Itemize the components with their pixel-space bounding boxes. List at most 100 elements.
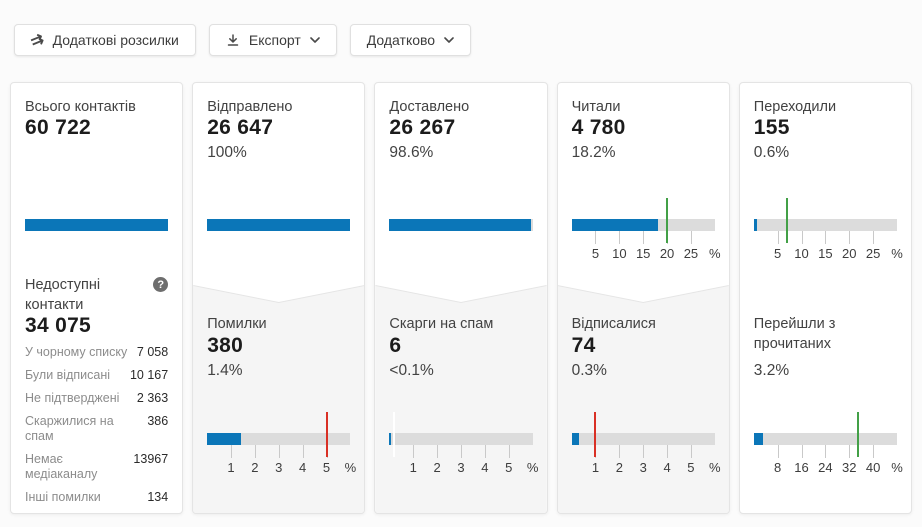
tick-mark	[777, 445, 779, 458]
card-value: 26 267	[389, 116, 456, 139]
bar-track	[207, 219, 351, 231]
bar-fill	[571, 219, 659, 231]
tick-mark	[413, 445, 415, 458]
additional-mailings-label: Додаткові розсилки	[52, 32, 179, 48]
card-sent: Відправлено 26 647 100% Помилки 380 1.4%…	[192, 82, 366, 514]
read-meter: 5 10 15 20 25%	[571, 198, 721, 261]
tick-label: 24	[818, 460, 833, 475]
card-value: 26 647	[207, 116, 274, 139]
list-item-label: Інші помилки	[25, 490, 101, 504]
tick-mark	[849, 445, 851, 458]
benchmark-marker	[666, 198, 669, 243]
delivered-bar	[389, 219, 533, 231]
tick-mark	[595, 231, 597, 244]
tick-label: 2	[251, 460, 259, 475]
list-item-value: 386	[147, 414, 169, 428]
card-delivered: Доставлено 26 267 98.6% Скарги на спам 6…	[374, 82, 548, 514]
more-button[interactable]: Додатково	[349, 24, 472, 56]
tick-label: 5	[505, 460, 513, 475]
tick-mark	[825, 445, 827, 458]
tick-label: 8	[774, 460, 782, 475]
clicked-meter: 5 10 15 20 25%	[753, 198, 903, 261]
card-percent: 0.6%	[753, 144, 790, 161]
tick-label: 1	[409, 460, 417, 475]
tick-mark	[619, 231, 621, 244]
tick-label: 1	[591, 460, 600, 475]
tick-mark	[643, 231, 645, 244]
tick-label: 4	[663, 460, 671, 475]
tick-label: 5	[322, 460, 331, 475]
benchmark-marker	[325, 412, 328, 457]
tick-label: 3	[639, 460, 647, 475]
tick-mark	[278, 445, 280, 458]
section-title: Недоступні контакти	[25, 277, 101, 313]
resend-icon: ⇉	[28, 29, 47, 51]
tick-mark	[849, 231, 851, 244]
list-item-value: 134	[147, 490, 169, 504]
bar-fill	[25, 219, 169, 231]
tick-mark	[508, 445, 510, 458]
tick-mark	[302, 445, 304, 458]
more-label: Додатково	[366, 32, 436, 48]
unavailable-contacts-header: Недоступні контакти ?	[25, 275, 169, 315]
benchmark-marker	[857, 412, 860, 457]
clicked-from-read-meter: 8 16 24 32 40%	[753, 412, 903, 475]
benchmark-marker	[594, 412, 597, 457]
tick-label: 20	[659, 246, 675, 261]
bar-track	[25, 219, 169, 231]
tick-label: 10	[794, 246, 809, 261]
unit-label: %	[344, 460, 357, 475]
section-value: 6	[389, 334, 402, 357]
tick-mark	[873, 231, 875, 244]
bar-fill	[389, 433, 392, 445]
bar-track	[571, 219, 715, 231]
tick-mark	[825, 231, 827, 244]
card-percent: 100%	[207, 144, 247, 161]
list-item-value: 7 058	[136, 345, 169, 359]
export-label: Експорт	[248, 32, 301, 48]
tick-label: 3	[275, 460, 283, 475]
help-icon[interactable]: ?	[153, 277, 169, 292]
tick-label: 16	[794, 460, 809, 475]
section-value: 34 075	[25, 314, 92, 337]
total-contacts-bar	[25, 219, 169, 231]
list-item: Інші помилки 134	[25, 490, 168, 505]
additional-mailings-button[interactable]: ⇉ Додаткові розсилки	[14, 24, 196, 56]
tick-mark	[231, 445, 233, 458]
tick-label: 4	[481, 460, 489, 475]
tick-mark	[667, 445, 669, 458]
card-title: Доставлено	[389, 99, 470, 115]
tick-mark	[254, 445, 256, 458]
list-item: Були відписані 10 167	[25, 368, 168, 383]
bar-fill	[571, 433, 579, 445]
stats-cards: Всього контактів 60 722 Недоступні конта…	[0, 82, 922, 514]
section-percent: <0.1%	[389, 362, 434, 379]
tick-mark	[690, 445, 692, 458]
unsubscribed-meter: 1 2 3 4 5%	[571, 412, 721, 475]
export-button[interactable]: Експорт	[208, 24, 337, 56]
list-item-value: 13967	[133, 452, 169, 466]
benchmark-marker	[393, 412, 396, 457]
errors-meter: 1 2 3 4 5%	[207, 412, 356, 475]
tick-label: 10	[612, 246, 627, 261]
card-value: 155	[753, 116, 790, 139]
bar-fill	[207, 433, 241, 445]
section-percent: 1.4%	[207, 362, 243, 379]
list-item: У чорному списку 7 058	[25, 345, 168, 360]
notch-divider	[557, 286, 729, 513]
tick-label: 5	[591, 246, 600, 261]
tick-label: 5	[687, 460, 695, 475]
chevron-down-icon	[444, 37, 454, 43]
list-item: Не підтверджені 2 363	[25, 391, 168, 406]
notch-divider	[193, 286, 365, 513]
card-clicked: Переходили 155 0.6% 5 10 15 20 25% Перейшли …	[738, 82, 912, 514]
list-item-label: Були відписані	[25, 368, 110, 382]
bar-track	[571, 433, 715, 445]
card-title: Всього контактів	[25, 99, 136, 115]
sent-bar	[207, 219, 351, 231]
list-item: Скаржилися на спам 386	[25, 414, 168, 444]
section-title: Відписалися	[571, 316, 656, 332]
email-campaign-stats-page: ⇉ Додаткові розсилки Експорт Додатково В…	[0, 24, 922, 514]
tick-mark	[801, 445, 803, 458]
card-title: Переходили	[753, 99, 837, 115]
